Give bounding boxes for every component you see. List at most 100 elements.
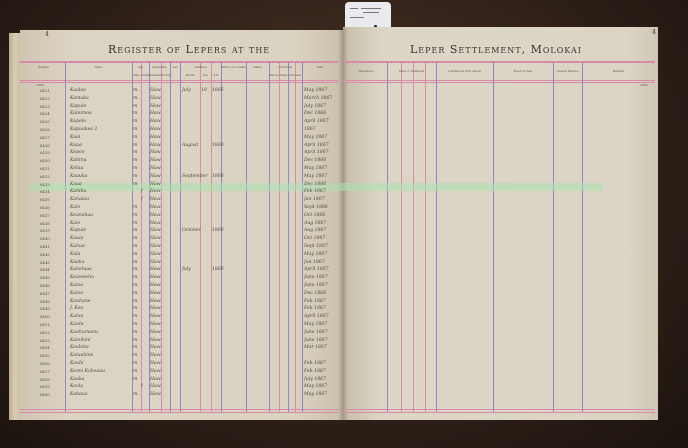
column-rule [132,62,133,412]
row-number: 6440 [40,236,50,242]
row-sex: m [133,88,138,93]
row-nationality: Haw [150,95,161,101]
row-nationality: Haw [150,267,161,273]
row-sex: m [133,158,138,164]
row-sex: m [133,173,138,179]
row-name: Kaua [70,181,82,187]
row-number: 6453 [40,337,50,343]
row-date: Aug 1867 [304,228,327,234]
column-rule [65,62,66,412]
row-nationality: Haw [150,158,161,164]
row-name: Kaauka [70,173,88,179]
row-nationality: Haw [150,283,161,288]
row-name: Kaheluaa [70,267,92,273]
row-sex: f [141,384,143,390]
row-date: Feb 1867 [304,298,326,304]
page-stack-edge [9,33,23,420]
row-nationality: Haw [150,220,161,226]
row-nationality: Haw [150,111,161,117]
row-sex: m [133,337,138,343]
row-sex: m [133,275,138,281]
row-nationality: Haw [150,212,161,218]
column-header: Dates of Treatment [398,70,425,73]
row-admitted-month: August [182,142,199,148]
row-number: 6430 [40,158,50,164]
row-number: 6434 [40,189,50,195]
row-sex: m [133,119,138,125]
column-header: Civil State [278,66,293,69]
row-date: June 1867 [304,283,328,288]
row-nationality: Haw [150,384,161,390]
column-header: Nationality [152,66,167,69]
row-number: 6425 [40,119,50,125]
row-sex: f [141,197,143,203]
row-nationality: Haw [150,322,161,327]
row-nationality: Haw [150,119,161,125]
row-number: 6422 [40,95,50,101]
row-name: Kaleikini [70,337,91,343]
right-page-title: Leper Settlement, Molokai [410,43,582,56]
row-sex: m [133,314,138,320]
row-date: Dec 1866 [304,181,327,187]
row-date: April 1867 [304,142,329,148]
row-sex: m [133,103,138,109]
row-number: 6437 [40,212,50,218]
header-bottom-rule [20,82,338,83]
row-sex: m [133,376,138,382]
row-admitted-year: 1866 [212,142,224,148]
footer-rule [20,409,338,410]
column-header: Island [253,66,262,69]
row-sex: m [133,228,138,234]
row-nationality: Haw [150,259,161,265]
column-rule [582,62,583,412]
column-rule [302,62,303,412]
row-number: 6436 [40,205,50,210]
row-date: Sept 1866 [304,205,328,210]
row-date: Feb 1867 [304,361,326,366]
row-date: Dec 1866 [304,111,327,117]
column-rule [211,62,212,412]
row-sex: f [141,189,143,195]
row-number: 6441 [40,244,50,249]
row-nationality: Haw [150,197,161,203]
column-rule [279,62,280,412]
row-name: J. Kea [70,306,84,312]
column-rule [180,62,181,412]
row-name: Kala [70,251,81,257]
column-subheader: Day [202,74,209,77]
row-sex: m [133,306,138,312]
row-admitted-month: July [182,88,191,93]
row-number: 6443 [40,259,50,265]
row-sex: m [133,290,138,296]
row-nationality: Haw [150,345,161,351]
row-sex: m [133,181,138,187]
row-date: June 1867 [304,337,328,343]
row-number: 6456 [40,361,50,366]
row-nationality: Haw [150,376,161,382]
row-name: Kamaka [70,95,89,101]
archive-label-card [345,2,391,29]
column-rule [493,62,494,412]
row-date: Dec 1866 [304,290,327,296]
row-name: Kauai [70,236,84,242]
row-date: April 1867 [304,267,329,273]
header-bottom-rule [345,80,655,81]
column-header: Discharged [358,70,374,73]
row-date: May 1867 [304,134,328,140]
row-name: Kaaku [70,259,85,265]
row-nationality: Haw [150,134,161,140]
row-number: 6431 [40,166,50,171]
row-nationality: Haw [150,236,161,242]
row-sex: m [133,259,138,265]
row-admitted-year: 1866 [212,228,224,234]
column-header: Age [172,66,178,69]
row-number: 6427 [40,134,50,140]
column-rule [295,62,296,412]
row-admitted-year: 1866 [212,173,224,179]
row-name: Kapuakea 2 [70,127,98,132]
row-nationality: Haw [150,251,161,257]
row-date: Mar 1867 [304,345,327,351]
row-name: Kalo [70,205,81,210]
row-sex: m [133,236,138,242]
row-number: 6428 [40,142,50,148]
